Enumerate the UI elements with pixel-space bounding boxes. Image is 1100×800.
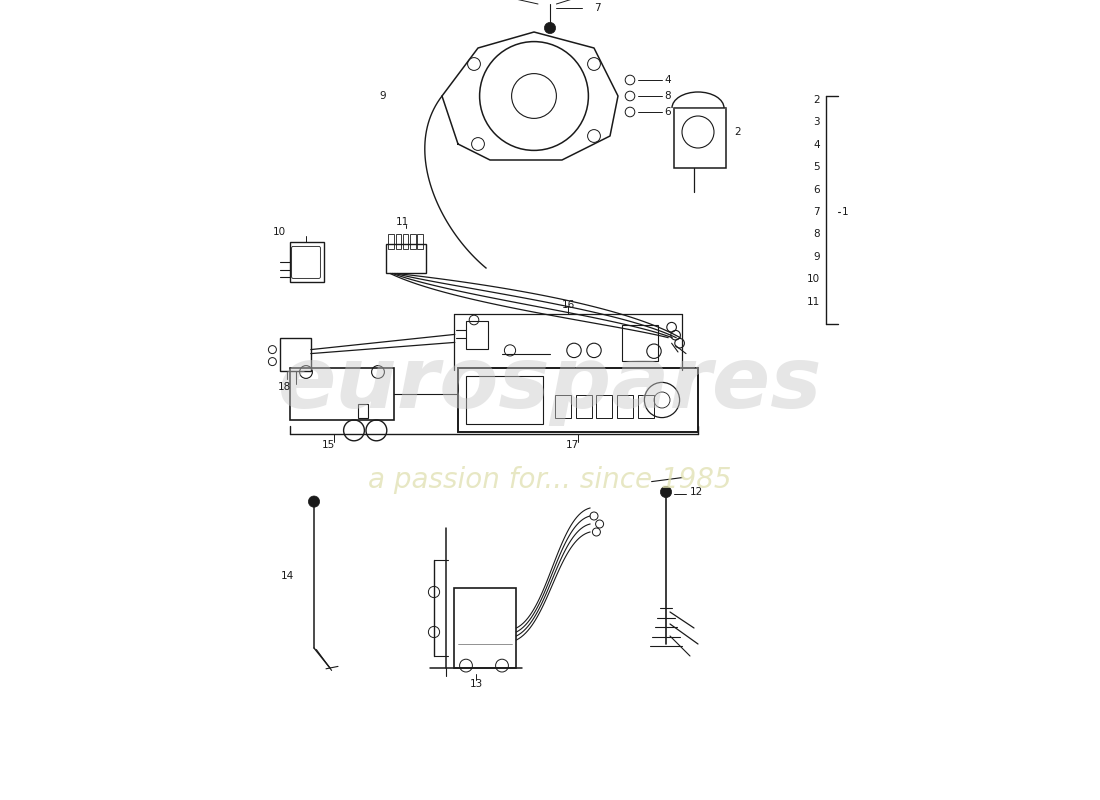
Bar — [575, 395, 592, 418]
Text: 4: 4 — [664, 75, 671, 85]
Text: 17: 17 — [566, 440, 580, 450]
Text: a passion for... since 1985: a passion for... since 1985 — [368, 466, 732, 494]
Text: 8: 8 — [664, 91, 671, 101]
Text: eurospares: eurospares — [277, 342, 823, 426]
Text: 7: 7 — [813, 207, 820, 217]
Text: 9: 9 — [813, 252, 820, 262]
Text: 3: 3 — [813, 118, 820, 127]
Bar — [617, 395, 634, 418]
Bar — [403, 234, 408, 249]
Text: 16: 16 — [561, 300, 574, 310]
Text: 2: 2 — [734, 127, 740, 137]
Circle shape — [660, 486, 672, 498]
Text: 13: 13 — [470, 679, 483, 689]
Text: 12: 12 — [690, 487, 703, 497]
Text: 6: 6 — [664, 107, 671, 117]
Circle shape — [308, 496, 320, 507]
Bar — [638, 395, 654, 418]
Bar — [417, 234, 422, 249]
Text: 7: 7 — [594, 3, 601, 13]
Text: 10: 10 — [273, 227, 286, 237]
Bar — [554, 395, 571, 418]
Text: 2: 2 — [813, 95, 820, 105]
Bar — [621, 325, 658, 361]
Text: 9: 9 — [379, 91, 386, 101]
Text: 4: 4 — [813, 140, 820, 150]
Bar — [596, 395, 613, 418]
Text: 11: 11 — [806, 297, 820, 306]
Bar — [280, 338, 311, 371]
Bar — [466, 321, 488, 349]
Text: 11: 11 — [396, 217, 409, 226]
Text: 6: 6 — [813, 185, 820, 194]
Text: 18: 18 — [278, 382, 292, 392]
Text: 5: 5 — [813, 162, 820, 172]
Bar — [388, 234, 394, 249]
Text: 15: 15 — [322, 440, 335, 450]
Text: 8: 8 — [813, 230, 820, 239]
Bar — [386, 244, 426, 273]
Bar — [458, 368, 698, 432]
Circle shape — [544, 22, 556, 34]
Bar — [358, 404, 368, 418]
Bar — [466, 376, 542, 424]
Text: 1: 1 — [842, 207, 848, 217]
Bar — [410, 234, 416, 249]
Bar — [396, 234, 402, 249]
Bar — [290, 368, 394, 420]
Bar — [674, 108, 726, 168]
Text: 14: 14 — [280, 571, 294, 581]
Text: 10: 10 — [806, 274, 820, 284]
Bar — [454, 588, 516, 668]
Bar — [290, 242, 323, 282]
